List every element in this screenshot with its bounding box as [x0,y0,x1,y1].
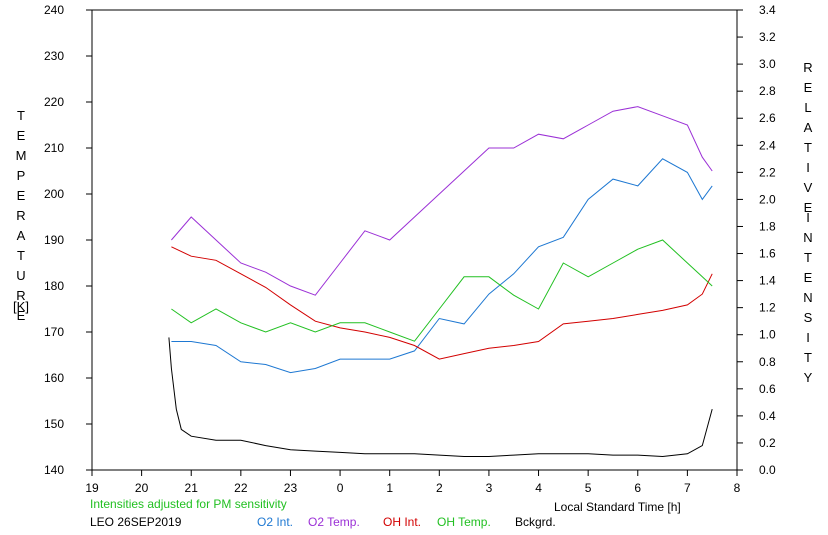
vertical-label-letter: R [16,288,26,303]
vertical-label-letter: V [803,180,813,195]
y-right-tick-label: 1.0 [759,328,776,342]
vertical-label-letter: R [803,60,813,75]
legend-item: O2 Int. [257,515,294,529]
vertical-label-letter: Y [803,370,813,385]
vertical-label-letter: T [17,248,25,263]
y-right-tick-label: 2.6 [759,111,776,125]
y-left-tick-label: 180 [44,279,64,293]
y-left-tick-label: 170 [44,325,64,339]
vertical-label-letter: E [16,128,26,143]
y-left-tick-label: 210 [44,141,64,155]
station-date: LEO 26SEP2019 [90,515,182,529]
vertical-label-letter: R [16,208,26,223]
vertical-label-letter: T [17,108,25,123]
y-right-tick-label: 3.2 [759,30,776,44]
series-line-oh-temp [171,239,713,342]
series-line-o2-int [171,158,713,374]
legend-item: Bckgrd. [515,515,556,529]
x-tick-label: 21 [185,481,199,495]
x-tick-label: 0 [337,481,344,495]
vertical-label-letter: I [806,330,810,345]
y-right-tick-label: 1.8 [759,219,776,233]
y-right-tick-label: 2.2 [759,165,776,179]
x-tick-label: 8 [734,481,741,495]
y-right-tick-label: 0.2 [759,436,776,450]
y-right-tick-label: 2.4 [759,138,776,152]
x-tick-label: 6 [634,481,641,495]
series-line-bckgrd [168,337,713,458]
vertical-label-letter: E [803,270,813,285]
x-tick-label: 19 [85,481,99,495]
y-left-tick-label: 240 [44,3,64,17]
series-layer [168,106,713,458]
y-right-tick-label: 3.4 [759,3,776,17]
x-tick-label: 1 [386,481,393,495]
y-left-tick-label: 150 [44,417,64,431]
series-line-o2-temp [171,106,713,296]
vertical-label-letter: P [16,168,26,183]
vertical-label-letter: M [15,148,27,163]
plot-frame [91,9,738,471]
y-right-tick-label: 2.0 [759,192,776,206]
y-left-axis-ticks: 140 150 160 170 180 190 200 210 220 230 240 [44,3,92,477]
x-tick-label: 22 [234,481,248,495]
y-left-tick-label: 160 [44,371,64,385]
vertical-label-letter: T [804,140,812,155]
y-left-unit: [K] [13,299,29,314]
vertical-label-letter: U [16,268,26,283]
y-right-tick-label: 1.6 [759,247,776,261]
y-right-tick-label: 0.0 [759,463,776,477]
vertical-label-letter: N [803,290,813,305]
vertical-label-letter: L [804,100,812,115]
y-left-tick-label: 140 [44,463,64,477]
y-right-tick-label: 1.2 [759,301,776,315]
vertical-label-letter: T [804,250,812,265]
vertical-label-letter: I [806,160,810,175]
x-tick-label: 23 [284,481,298,495]
vertical-label-letter: E [16,188,26,203]
x-tick-label: 5 [585,481,592,495]
legend-item: OH Temp. [437,515,491,529]
legend-item: O2 Temp. [308,515,360,529]
vertical-label-letter: A [16,228,26,243]
y-right-tick-label: 0.4 [759,409,776,423]
x-tick-label: 2 [436,481,443,495]
series-line-oh-int [171,246,713,360]
legend-item: OH Int. [383,515,422,529]
adjustment-note: Intensities adjusted for PM sensitivity [90,497,287,511]
y-left-tick-label: 190 [44,233,64,247]
vertical-label-letter: S [803,310,813,325]
y-right-tick-label: 1.4 [759,274,776,288]
y-right-axis-ticks: 0.0 0.2 0.4 0.6 0.8 1.0 1.2 1.4 1.6 1.8 2.0 2.2 2.4 2… [737,3,776,477]
vertical-label-letter: N [803,230,813,245]
vertical-label-letter: E [803,80,813,95]
x-tick-label: 3 [486,481,493,495]
y-right-tick-label: 2.8 [759,84,776,98]
y-left-tick-label: 230 [44,49,64,63]
vertical-label-letter: I [806,210,810,225]
y-right-tick-label: 0.6 [759,382,776,396]
x-tick-label: 20 [135,481,149,495]
y-right-tick-label: 3.0 [759,57,776,71]
vertical-label-letter: T [804,350,812,365]
x-tick-label: 4 [535,481,542,495]
vertical-label-letter: A [803,120,813,135]
vertical-label-letter: E [16,308,26,323]
y-left-tick-label: 220 [44,95,64,109]
x-axis-ticks: 19 20 21 22 23 0 1 2 3 4 5 6 7 8 [85,470,741,495]
y-right-tick-label: 0.8 [759,355,776,369]
x-tick-label: 7 [684,481,691,495]
y-left-tick-label: 200 [44,187,64,201]
x-axis-label: Local Standard Time [h] [554,500,681,514]
vertical-label-letter: E [803,200,813,215]
